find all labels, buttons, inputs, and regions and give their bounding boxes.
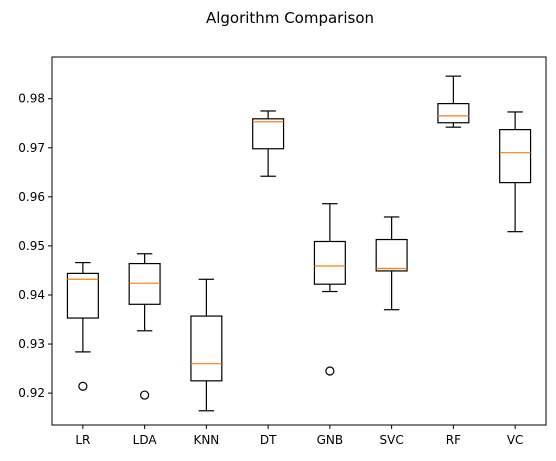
box-lda — [128, 262, 161, 305]
outlier-lr-0 — [78, 381, 88, 391]
axes-frame — [51, 56, 547, 426]
y-tick-label: 0.94 — [18, 288, 45, 302]
x-tick-label: LR — [75, 433, 90, 447]
box-rf — [437, 103, 470, 124]
plot-area: 0.92 0.93 0.94 0.95 0.96 0.97 0.98 LR LDA KNN DT GN… — [18, 56, 547, 447]
x-tick-label: GNB — [317, 433, 344, 447]
x-tick-label: LDA — [133, 433, 158, 447]
y-tick-label: 0.97 — [18, 141, 45, 155]
box-vc — [499, 129, 532, 184]
box-svc — [375, 238, 408, 272]
outlier-gnb-0 — [325, 366, 335, 376]
x-tick-label: SVC — [380, 433, 404, 447]
x-tick-label: RF — [446, 433, 461, 447]
y-tick-label: 0.96 — [18, 190, 45, 204]
y-tick-label: 0.92 — [18, 386, 45, 400]
y-tick-label: 0.93 — [18, 337, 45, 351]
x-tick-label: VC — [507, 433, 524, 447]
box-knn — [190, 315, 223, 382]
outlier-lda-0 — [140, 390, 150, 400]
y-tick-label: 0.95 — [18, 239, 45, 253]
x-tick-label: DT — [260, 433, 277, 447]
box-lr — [66, 272, 99, 319]
y-tick-label: 0.98 — [18, 92, 45, 106]
box-dt — [252, 118, 285, 150]
box-gnb — [313, 240, 346, 285]
chart-title: Algorithm Comparison — [206, 9, 374, 27]
x-tick-label: KNN — [193, 433, 219, 447]
